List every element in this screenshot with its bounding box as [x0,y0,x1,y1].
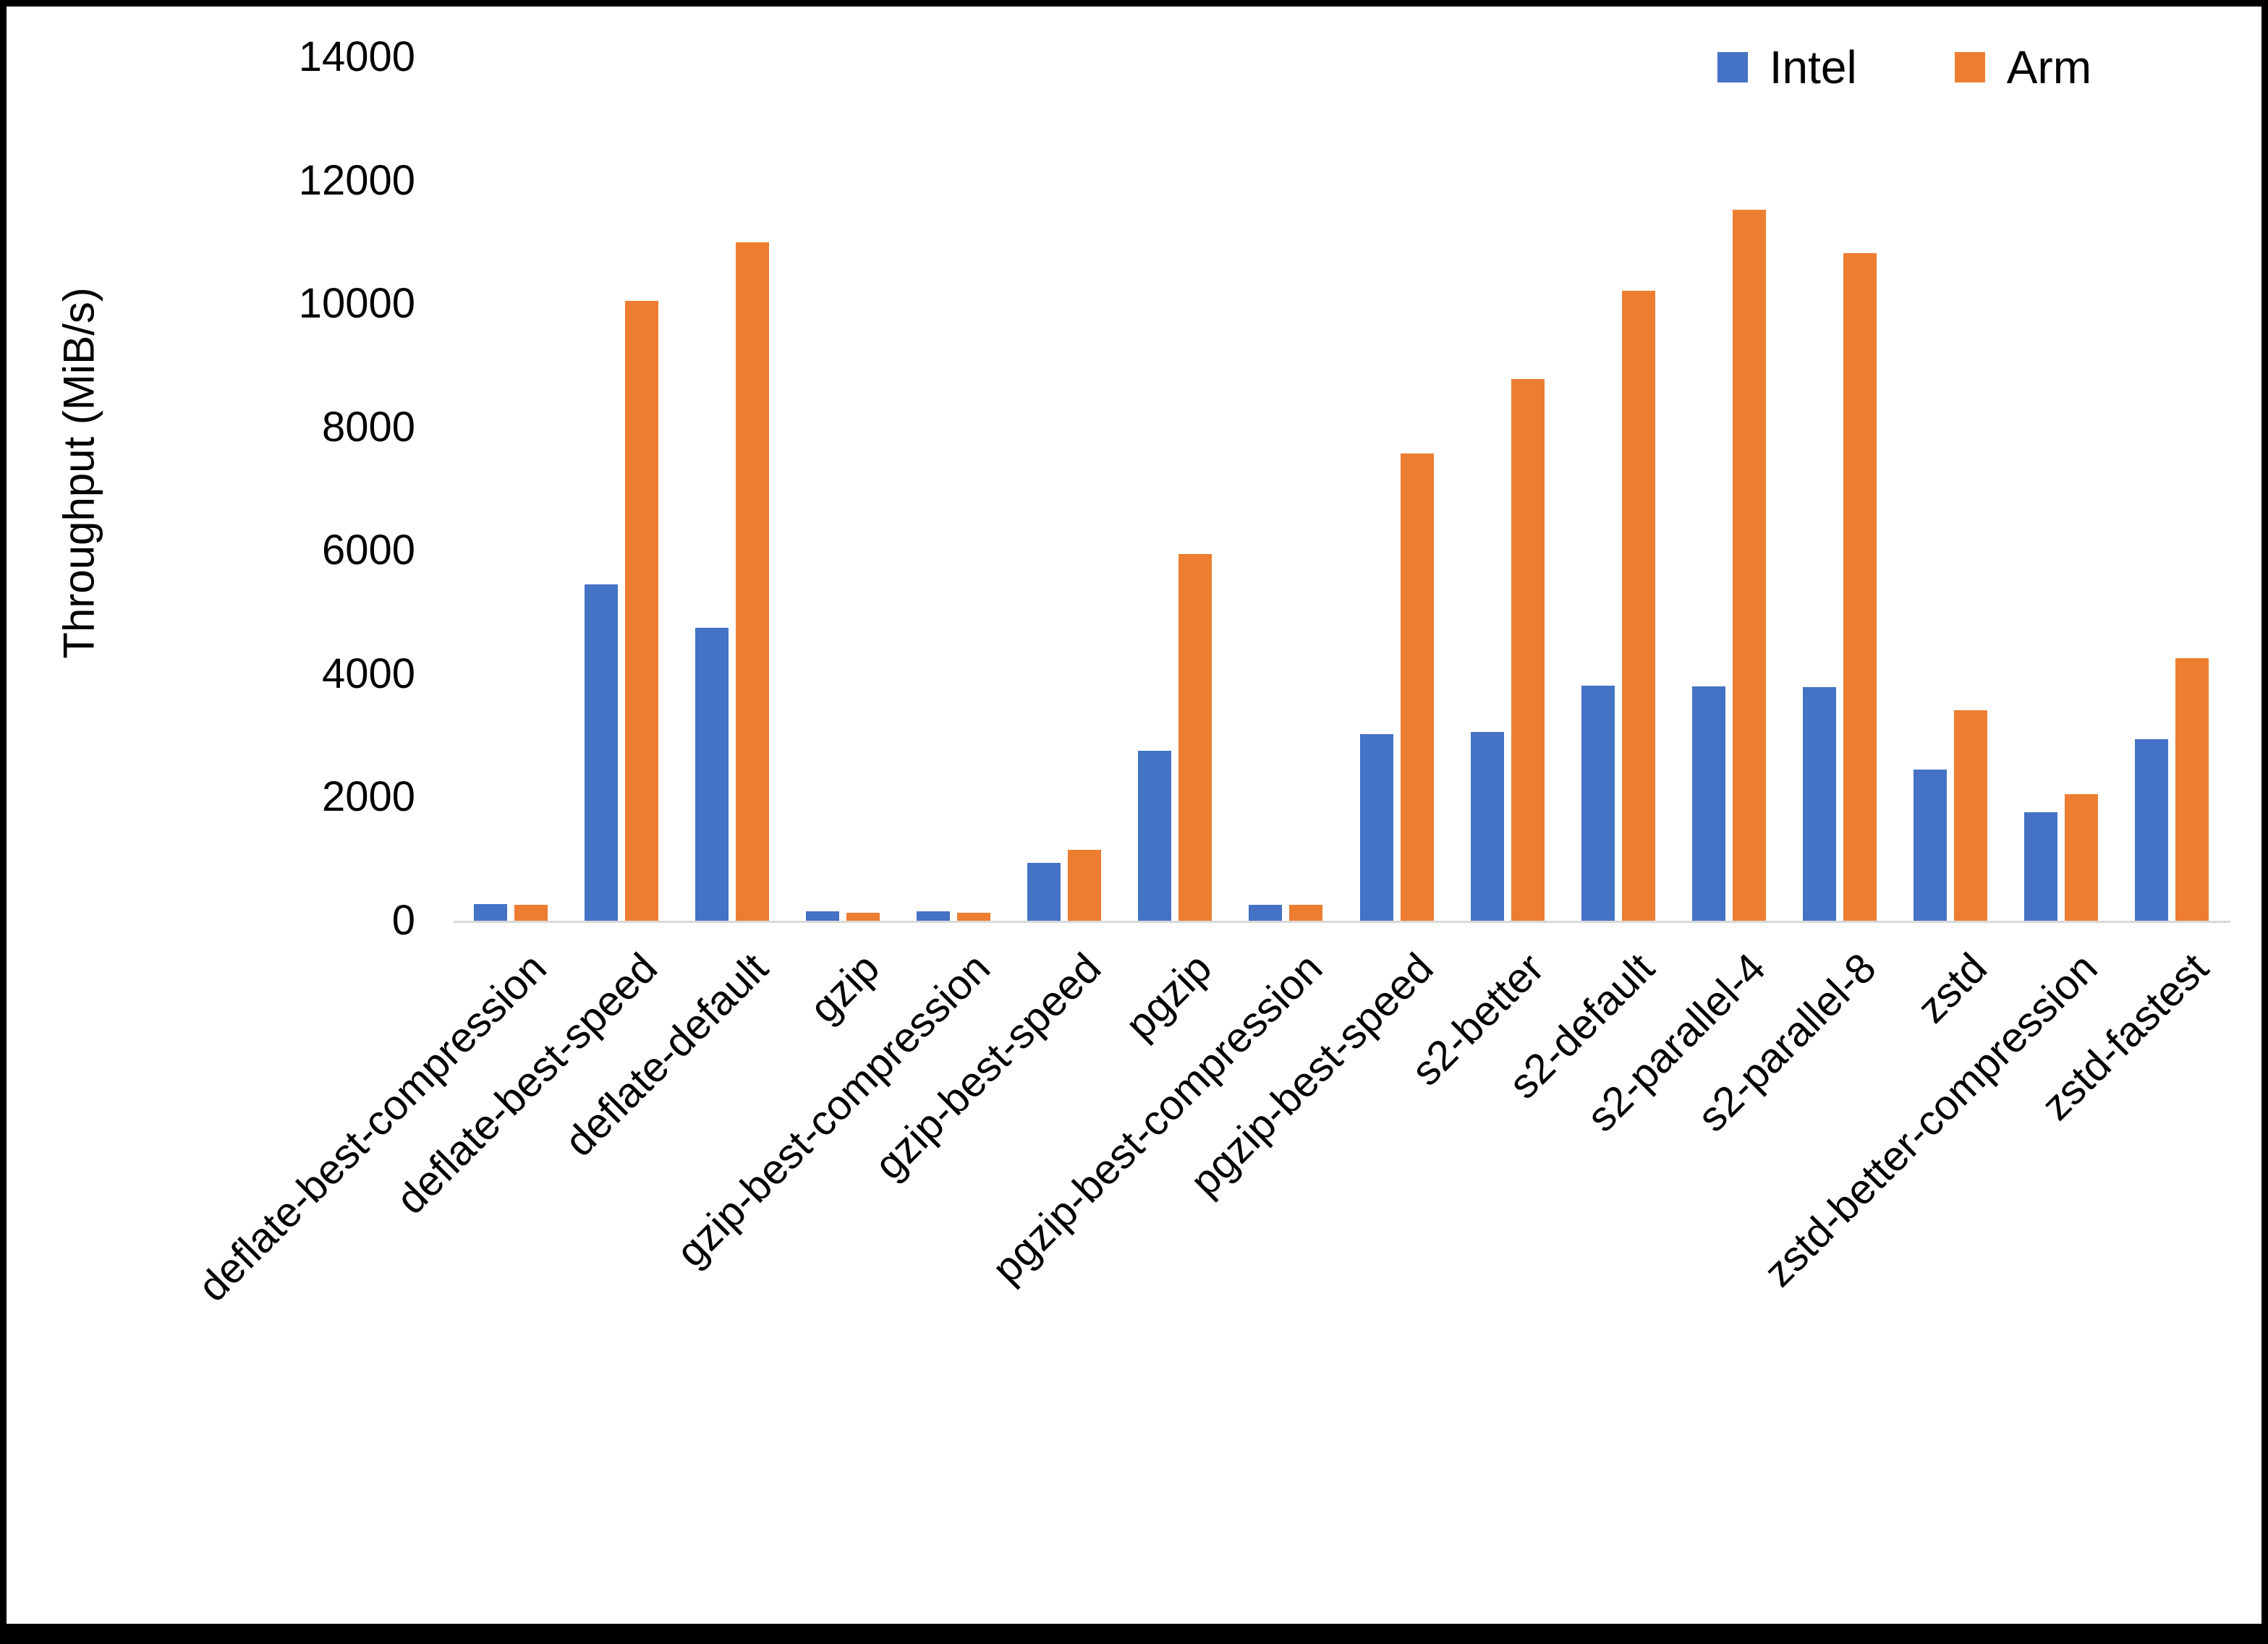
bar-intel-s2-parallel-8 [1803,686,1837,921]
x-tick-label-s2-default: s2-default [1500,944,1664,1108]
x-tick-label-s2-better: s2-better [1402,944,1553,1095]
x-tick-label-pgzip: pgzip [1116,944,1220,1049]
plot-area [455,57,2227,921]
bar-arm-s2-default [1621,291,1655,921]
x-tick-label-pgzip-best-speed: pgzip-best-speed [1181,944,1443,1206]
bar-arm-zstd-better-compression [2065,794,2099,921]
bar-intel-zstd [1914,770,1948,921]
bar-intel-gzip [805,911,839,921]
bar-intel-s2-default [1581,686,1615,921]
x-axis-line [454,921,2230,923]
bar-arm-pgzip-best-speed [1400,453,1434,921]
bar-intel-pgzip-best-speed [1359,733,1393,921]
bar-arm-deflate-default [735,242,769,921]
bar-arm-gzip [846,912,880,921]
x-tick-label-deflate-best-compression: deflate-best-compression [189,944,556,1311]
legend-swatch-intel [1717,52,1748,82]
x-tick-label-gzip-best-compression: gzip-best-compression [667,944,999,1277]
legend-label-intel: Intel [1769,41,1857,93]
x-tick-label-gzip-best-speed: gzip-best-speed [865,944,1110,1189]
bar-intel-deflate-default [695,627,729,921]
bar-intel-deflate-best-compression [473,903,507,921]
x-tick-label-deflate-best-speed: deflate-best-speed [387,944,667,1224]
x-tick-label-zstd: zstd [1908,944,1996,1032]
y-tick-label-2000: 2000 [321,773,415,821]
bar-intel-pgzip-best-compression [1249,904,1283,921]
bar-intel-gzip-best-speed [1027,862,1061,921]
bar-arm-pgzip [1178,553,1212,921]
bar-arm-zstd-fastest [2175,657,2209,921]
x-tick-label-zstd-fastest: zstd-fastest [2032,944,2217,1130]
bar-intel-pgzip [1138,750,1172,921]
bar-intel-s2-better [1470,732,1504,921]
legend-swatch-arm [1954,52,1985,82]
y-tick-label-10000: 10000 [298,280,415,328]
x-tick-label-s2-parallel-8: s2-parallel-8 [1688,944,1885,1141]
legend-item-intel: Intel [1717,44,1857,90]
y-tick-label-6000: 6000 [321,527,415,574]
bar-intel-deflate-best-speed [584,584,618,921]
bar-intel-zstd-fastest [2135,739,2169,921]
x-tick-label-gzip: gzip [800,944,888,1032]
bar-arm-zstd [1954,710,1988,921]
bar-arm-deflate-best-speed [624,300,658,921]
bar-arm-s2-parallel-4 [1732,209,1766,921]
bar-arm-s2-better [1511,379,1545,921]
y-axis-tick-labels: 0 2000 4000 6000 8000 10000 12000 14000 [7,7,415,976]
x-tick-label-deflate-default: deflate-default [556,944,778,1166]
bar-arm-pgzip-best-compression [1289,904,1323,921]
y-tick-label-12000: 12000 [298,156,415,204]
y-tick-label-0: 0 [391,897,415,944]
bar-intel-zstd-better-compression [2024,812,2058,921]
chart-legend: Intel Arm [1717,44,2091,90]
y-tick-label-14000: 14000 [298,33,415,80]
x-tick-label-zstd-better-compression: zstd-better-compression [1754,944,2107,1296]
x-tick-label-s2-parallel-4: s2-parallel-4 [1577,944,1775,1141]
bar-arm-deflate-best-compression [514,904,548,921]
bar-intel-gzip-best-compression [917,911,951,921]
legend-item-arm: Arm [1954,41,2091,93]
y-tick-label-8000: 8000 [321,403,415,451]
bar-arm-gzip-best-speed [1068,849,1102,921]
bar-intel-s2-parallel-4 [1691,686,1725,921]
bar-arm-gzip-best-compression [957,912,991,921]
legend-label-arm: Arm [2006,41,2091,93]
x-tick-label-pgzip-best-compression: pgzip-best-compression [982,944,1331,1292]
y-tick-label-4000: 4000 [321,649,415,697]
bar-arm-s2-parallel-8 [1843,253,1877,921]
